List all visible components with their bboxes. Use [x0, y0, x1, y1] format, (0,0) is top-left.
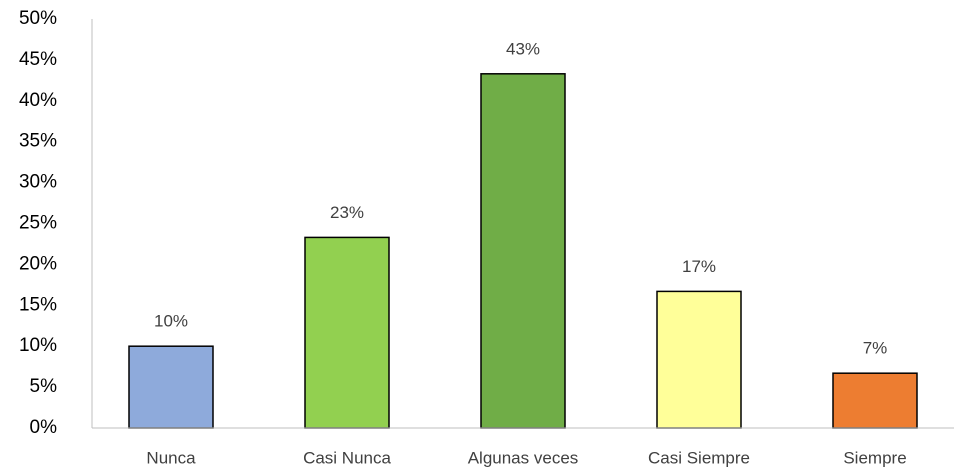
y-tick-label: 20%	[19, 253, 57, 274]
x-tick-label: Casi Siempre	[648, 448, 750, 467]
value-label: 10%	[154, 312, 188, 331]
value-label: 17%	[682, 257, 716, 276]
y-tick-label: 30%	[19, 172, 57, 193]
y-tick-label: 45%	[19, 49, 57, 70]
value-label: 7%	[863, 339, 888, 358]
x-tick-label: Siempre	[843, 448, 906, 467]
y-tick-label: 50%	[19, 8, 57, 29]
y-tick-label: 25%	[19, 213, 57, 234]
value-label: 23%	[330, 203, 364, 222]
bar	[832, 372, 918, 429]
x-tick-label: Algunas veces	[468, 448, 579, 467]
y-tick-label: 15%	[19, 294, 57, 315]
x-tick-label: Nunca	[146, 448, 196, 467]
value-label: 43%	[506, 39, 540, 58]
bar	[128, 345, 214, 429]
y-tick-label: 40%	[19, 90, 57, 111]
bar	[656, 290, 742, 429]
y-tick-label: 5%	[30, 376, 58, 397]
bar	[480, 73, 566, 429]
x-tick-label: Casi Nunca	[303, 448, 391, 467]
y-tick-label: 35%	[19, 131, 57, 152]
y-tick-label: 10%	[19, 335, 57, 356]
bar	[304, 236, 390, 429]
y-tick-label: 0%	[30, 417, 58, 438]
